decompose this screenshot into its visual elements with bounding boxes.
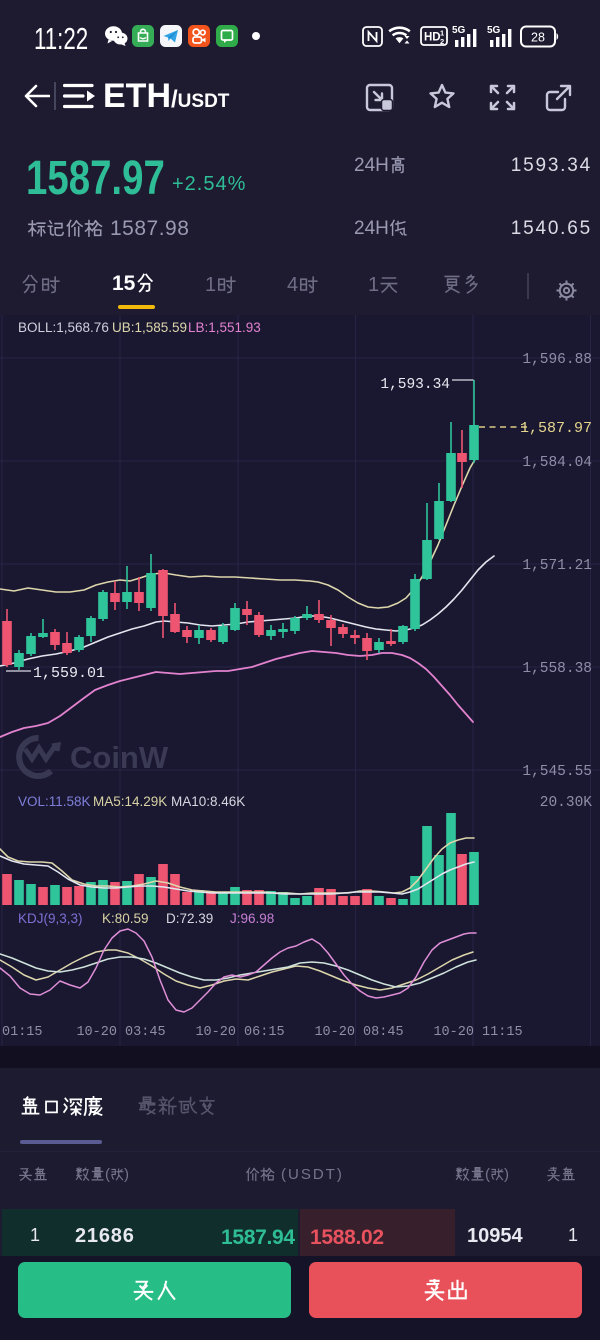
- svg-text:10-20 08:45: 10-20 08:45: [314, 1025, 403, 1040]
- svg-text:5G: 5G: [452, 25, 466, 36]
- svg-text:CoinW: CoinW: [70, 740, 169, 775]
- svg-text:BOLL:1,568.76: BOLL:1,568.76: [18, 320, 109, 335]
- svg-text:VOL:11.58K: VOL:11.58K: [18, 794, 91, 809]
- svg-text:KDJ(9,3,3): KDJ(9,3,3): [18, 911, 83, 926]
- svg-text:2: 2: [440, 37, 444, 46]
- svg-text:LB:1,551.93: LB:1,551.93: [188, 320, 261, 335]
- svg-text:1,587.97: 1,587.97: [520, 420, 592, 437]
- svg-text:HD: HD: [424, 32, 441, 44]
- svg-text:10-20 06:15: 10-20 06:15: [195, 1025, 284, 1040]
- svg-text:1,559.01: 1,559.01: [33, 665, 105, 682]
- svg-text:1,545.55: 1,545.55: [522, 764, 592, 780]
- svg-text:1: 1: [440, 29, 444, 38]
- svg-text:28: 28: [531, 31, 545, 45]
- svg-text:1,558.38: 1,558.38: [522, 661, 592, 677]
- svg-text:10-20 11:15: 10-20 11:15: [433, 1025, 522, 1040]
- svg-text:UB:1,585.59: UB:1,585.59: [112, 320, 187, 335]
- svg-text:1,593.34: 1,593.34: [380, 377, 450, 393]
- svg-text:J:96.98: J:96.98: [230, 911, 274, 926]
- svg-text:1,596.88: 1,596.88: [522, 352, 592, 368]
- svg-text:K:80.59: K:80.59: [102, 911, 149, 926]
- svg-text:D:72.39: D:72.39: [166, 911, 213, 926]
- svg-text:01:15: 01:15: [2, 1025, 43, 1040]
- svg-text:5G: 5G: [487, 25, 501, 36]
- svg-text:1,584.04: 1,584.04: [522, 455, 592, 471]
- svg-text:MA5:14.29K: MA5:14.29K: [93, 794, 167, 809]
- svg-text:MA10:8.46K: MA10:8.46K: [171, 794, 245, 809]
- svg-text:10-20 03:45: 10-20 03:45: [76, 1025, 165, 1040]
- svg-text:20.30K: 20.30K: [540, 795, 593, 811]
- svg-text:1,571.21: 1,571.21: [522, 558, 592, 574]
